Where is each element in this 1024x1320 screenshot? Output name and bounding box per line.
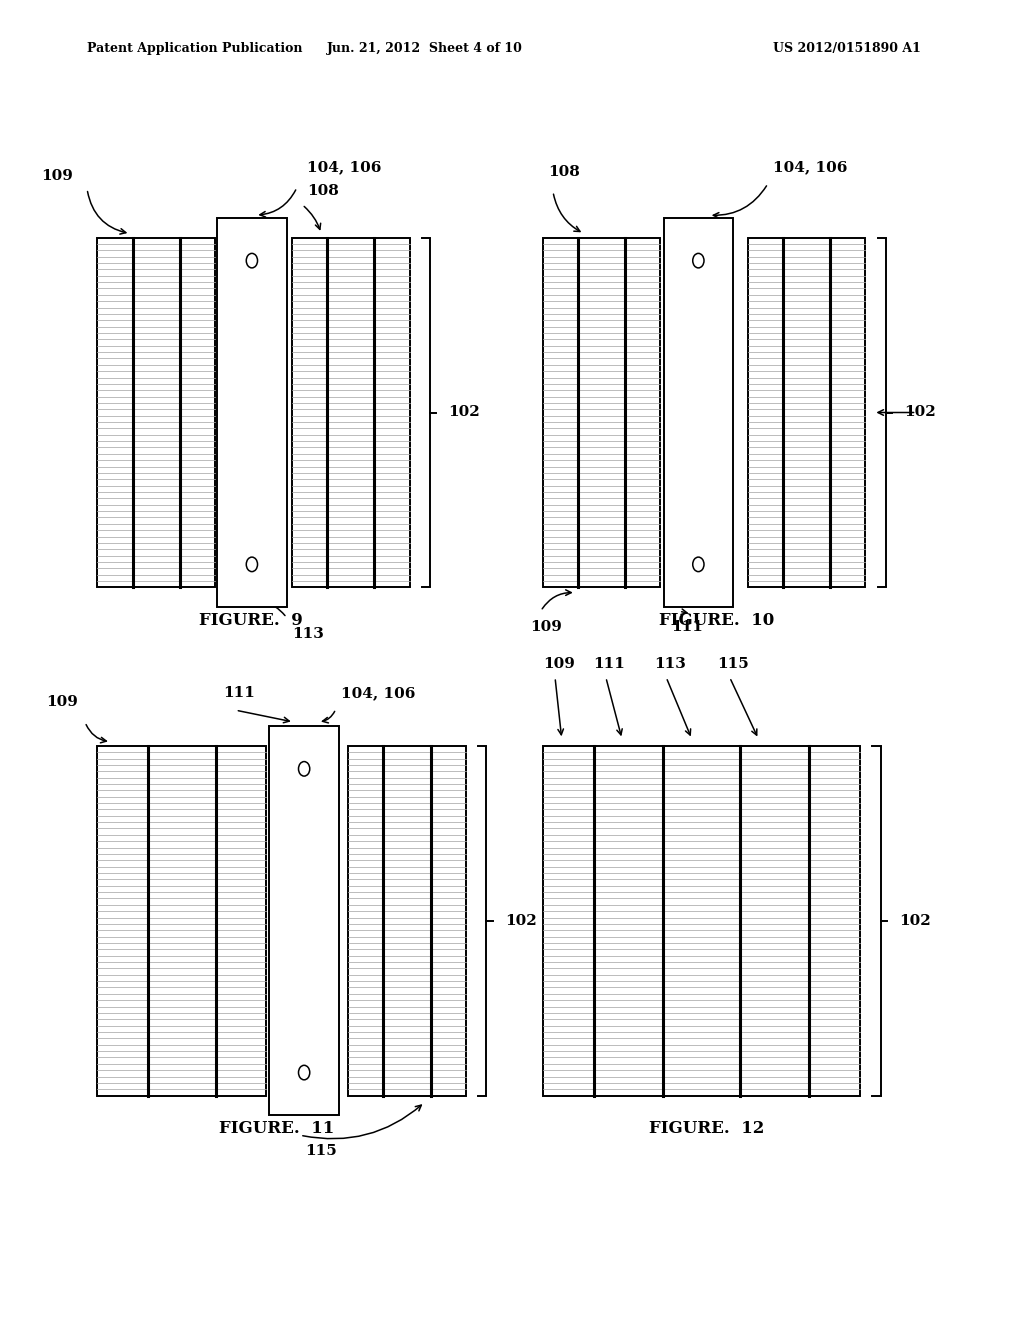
Text: 108: 108	[548, 165, 580, 178]
Bar	[292, 238, 410, 587]
Bar	[217, 218, 287, 607]
Text: 115: 115	[717, 657, 750, 671]
Text: FIGURE.  12: FIGURE. 12	[649, 1121, 764, 1137]
Text: 109: 109	[543, 657, 574, 671]
Text: Jun. 21, 2012  Sheet 4 of 10: Jun. 21, 2012 Sheet 4 of 10	[327, 42, 523, 55]
Text: 104, 106: 104, 106	[773, 161, 848, 174]
Text: 109: 109	[530, 620, 562, 634]
Bar	[748, 238, 865, 587]
Text: 113: 113	[654, 657, 686, 671]
Text: 113: 113	[292, 627, 324, 640]
Bar	[97, 746, 266, 1096]
Bar	[543, 238, 660, 587]
Text: 109: 109	[46, 696, 78, 709]
Text: FIGURE.  11: FIGURE. 11	[219, 1121, 334, 1137]
Bar	[543, 746, 860, 1096]
Text: 111: 111	[223, 686, 255, 700]
Text: 102: 102	[505, 913, 537, 928]
Text: 102: 102	[904, 405, 936, 420]
Bar	[97, 238, 215, 587]
Text: US 2012/0151890 A1: US 2012/0151890 A1	[773, 42, 921, 55]
Text: 109: 109	[41, 169, 73, 182]
Text: 111: 111	[671, 620, 702, 634]
Text: 104, 106: 104, 106	[307, 161, 382, 174]
Text: 102: 102	[899, 913, 931, 928]
Text: Patent Application Publication: Patent Application Publication	[87, 42, 302, 55]
Text: 102: 102	[449, 405, 480, 420]
Text: 104, 106: 104, 106	[341, 686, 416, 700]
Bar	[348, 746, 466, 1096]
Bar	[664, 218, 733, 607]
Text: 108: 108	[307, 185, 339, 198]
Bar	[269, 726, 339, 1115]
Text: 115: 115	[305, 1144, 337, 1158]
Text: FIGURE.  10: FIGURE. 10	[659, 612, 774, 628]
Text: FIGURE.  9: FIGURE. 9	[199, 612, 303, 628]
Text: 111: 111	[594, 657, 626, 671]
